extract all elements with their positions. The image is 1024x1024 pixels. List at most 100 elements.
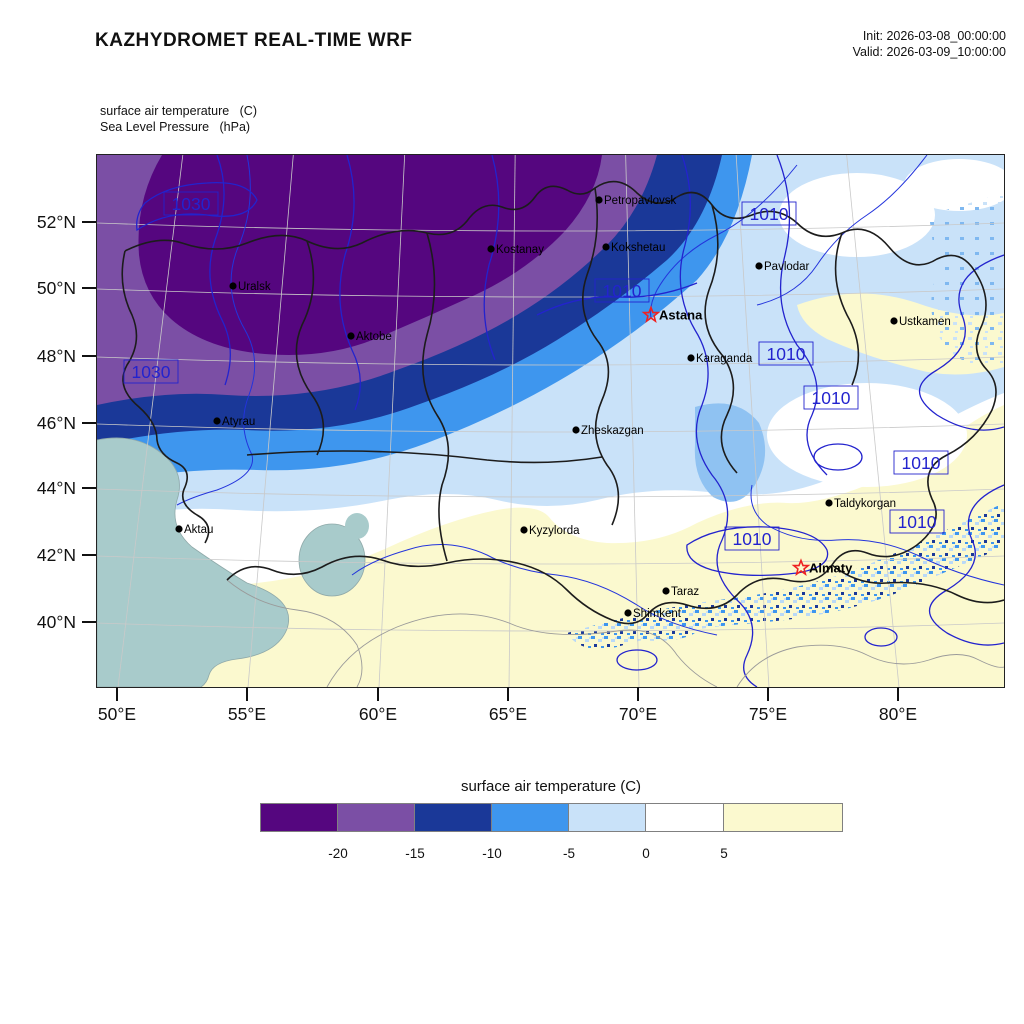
warm-patch-ne2 — [904, 159, 1004, 211]
city-dot — [487, 245, 495, 253]
legend-colorbar — [260, 803, 843, 832]
y-tick-label: 52°N — [36, 212, 76, 232]
mountain-speckle-south — [615, 613, 699, 641]
parallel-line — [97, 488, 1004, 498]
legend-tick-label: -20 — [328, 846, 348, 861]
valid-time-label: Valid: 2026-03-09_10:00:00 — [852, 44, 1006, 59]
isobar — [209, 155, 231, 386]
parallel-line — [97, 288, 1004, 298]
oblast-border — [831, 564, 1004, 604]
y-tick-label: 48°N — [36, 346, 76, 366]
city-label: Kostanay — [496, 244, 544, 256]
y-tick-label: 50°N — [36, 278, 76, 298]
model-run-info: Init: 2026-03-08_00:00:00 Valid: 2026-03… — [853, 29, 1006, 60]
legend-color-box — [569, 803, 646, 832]
pressure-label: 1010 — [750, 204, 789, 224]
isobar — [679, 155, 758, 687]
oblast-border — [246, 450, 603, 464]
city-dot — [662, 587, 670, 595]
isobar — [813, 443, 863, 471]
legend-tick-label: -10 — [482, 846, 502, 861]
legend-color-box — [646, 803, 724, 832]
pressure-label-box — [594, 278, 650, 303]
city-label: Shimkent — [633, 608, 682, 620]
pressure-label: 1010 — [767, 344, 806, 364]
river-syrdarya — [351, 544, 718, 636]
graticule-grid — [97, 155, 1004, 687]
y-tick-mark — [82, 355, 96, 357]
city-label: Atyrau — [222, 416, 255, 428]
river-ural — [176, 155, 256, 506]
oblast-border — [704, 204, 738, 474]
border-segment — [736, 644, 1004, 687]
mountain-speckle-band — [567, 503, 1004, 650]
city-dot — [825, 499, 833, 507]
pressure-label-box — [123, 359, 179, 384]
x-tick-mark — [637, 687, 639, 701]
pressure-label-box — [803, 385, 859, 410]
aral-sea — [298, 523, 366, 597]
legend-title: surface air temperature (C) — [460, 778, 642, 795]
isobar — [919, 254, 1004, 431]
legend-tick-label: 0 — [642, 846, 650, 861]
legend-color-box — [415, 803, 492, 832]
city-dot — [595, 196, 603, 204]
x-tick-mark — [377, 687, 379, 701]
pressure-label-box — [889, 509, 945, 534]
capital-star-icon — [641, 305, 661, 323]
pressure-label: 1030 — [132, 362, 171, 382]
city-label: Taraz — [671, 586, 699, 598]
parallel-line — [97, 423, 1004, 433]
x-tick-label: 65°E — [488, 704, 528, 724]
parallel-line — [97, 622, 1004, 632]
pressure-labels: 1030 1010 1010 1030 1010 1010 1010 1010 1010 — [123, 191, 949, 551]
city-dot — [890, 317, 898, 325]
oblast-border — [834, 232, 860, 386]
pressure-label-box — [741, 201, 797, 226]
city-dot — [602, 243, 610, 251]
pressure-label: 1010 — [902, 453, 941, 473]
legend-color-box — [260, 803, 338, 832]
city-label: Karaganda — [696, 353, 753, 365]
isobar — [339, 155, 361, 411]
pressure-label-box — [893, 450, 949, 475]
y-tick-label: 46°N — [36, 413, 76, 433]
parallel-line — [97, 356, 1004, 366]
y-tick-label: 40°N — [36, 612, 76, 632]
x-tick-mark — [507, 687, 509, 701]
capital-city-label: Astana — [659, 308, 703, 323]
x-tick-label: 60°E — [358, 704, 398, 724]
river-ili — [750, 484, 1004, 586]
y-tick-mark — [82, 554, 96, 556]
page-title: KAZHYDROMET REAL-TIME WRF — [95, 30, 413, 51]
city-markers: Petropavlovsk Kostanay Kokshetau Pavlodar Ur… — [175, 195, 951, 620]
river-ishim — [650, 164, 798, 319]
oblast-border — [295, 240, 325, 456]
isobar — [864, 627, 898, 647]
city-label: Kyzylorda — [529, 525, 580, 537]
weather-map: 1030 1010 1010 1030 1010 1010 1010 1010 1010 Pet… — [97, 155, 1004, 687]
y-tick-label: 42°N — [36, 545, 76, 565]
meridian-line — [508, 155, 516, 687]
lake-balkhash — [694, 403, 766, 502]
city-label: Petropavlovsk — [604, 195, 676, 207]
border-segment — [326, 613, 718, 687]
river-irtysh — [756, 155, 928, 306]
parallel-line — [97, 555, 1004, 565]
pressure-label-box — [163, 191, 219, 216]
y-tick-mark — [82, 287, 96, 289]
pressure-label: 1010 — [603, 281, 642, 301]
x-tick-label: 80°E — [878, 704, 918, 724]
city-label: Aktobe — [356, 331, 392, 343]
y-tick-label: 44°N — [36, 478, 76, 498]
capital-star-icon — [791, 558, 811, 576]
legend-color-box — [724, 803, 843, 832]
pressure-label: 1010 — [733, 529, 772, 549]
pressure-field-label: Sea Level Pressure (hPa) — [100, 120, 251, 134]
outer-border — [124, 180, 997, 625]
meridian-line — [378, 155, 406, 687]
capital-city-label: Almaty — [809, 561, 853, 576]
east-edge-speckle — [929, 193, 1004, 366]
legend-tick-label: -15 — [405, 846, 425, 861]
